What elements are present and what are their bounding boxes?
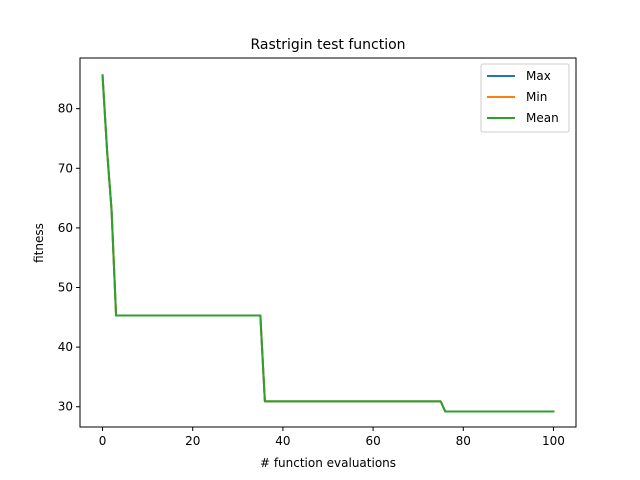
legend-box	[480, 63, 570, 133]
legend: Max Min Mean	[480, 63, 570, 133]
y-tick-label: 80	[58, 102, 73, 116]
axes-frame	[79, 57, 577, 428]
chart-title: Rastrigin test function	[250, 37, 405, 53]
y-tick-label: 30	[58, 400, 73, 414]
x-tick-label: 0	[99, 434, 107, 448]
legend-label-min: Min	[526, 90, 547, 104]
x-tick-label: 80	[456, 434, 471, 448]
y-axis-label: fitness	[32, 223, 46, 263]
y-tick-label: 60	[58, 221, 73, 235]
x-tick-label: 100	[542, 434, 565, 448]
y-tick-label: 70	[58, 161, 73, 175]
x-tick-label: 20	[185, 434, 200, 448]
y-tick-label: 50	[58, 281, 73, 295]
x-axis-ticks: 0 20 40 60 80 100	[99, 427, 565, 448]
x-tick-label: 60	[365, 434, 380, 448]
x-axis-label: # function evaluations	[260, 456, 396, 470]
series-line-mean	[101, 74, 555, 413]
legend-label-max: Max	[526, 69, 551, 83]
x-tick-label: 40	[275, 434, 290, 448]
plot-lines	[101, 74, 555, 413]
legend-label-mean: Mean	[526, 111, 559, 125]
y-axis-ticks: 30 40 50 60 70 80	[58, 102, 80, 414]
y-tick-label: 40	[58, 340, 73, 354]
